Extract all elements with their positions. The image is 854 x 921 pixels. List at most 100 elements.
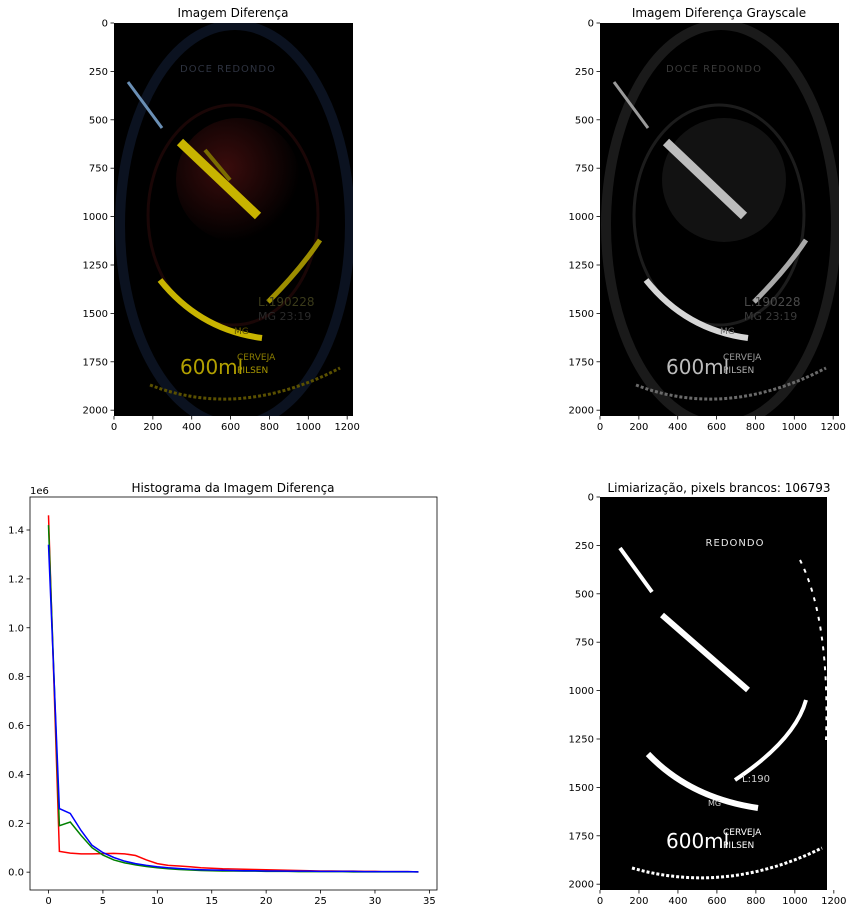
y-tick-label: 1500	[569, 783, 594, 794]
x-tick-label: 1200	[334, 422, 359, 433]
image-volume-text: 600ml	[180, 355, 243, 379]
x-tick-label: 400	[182, 422, 201, 433]
y-tick-label: 0.4	[8, 770, 24, 781]
y-tick-label: 0	[588, 19, 594, 30]
image-brand-text: PILSEN	[723, 366, 754, 376]
y-tick-label: 500	[575, 589, 594, 600]
diff-image: DOCE REDONDO L:190228 MG 23:19 MG 600ml …	[114, 23, 353, 416]
y-tick-label: 0.0	[8, 868, 24, 879]
image-brand-text: CERVEJA	[237, 353, 276, 363]
image-lot2-text: MG 23:19	[258, 310, 311, 323]
panel-grayscale: Imagem Diferença Grayscale DOCE REDONDO …	[569, 6, 846, 433]
image-code-text: MG	[234, 327, 249, 337]
series-line-2	[47, 544, 419, 873]
x-tick-label: 1000	[782, 422, 807, 433]
x-tick-label: 1200	[820, 422, 845, 433]
series-lines	[47, 515, 419, 873]
x-axis: 0 200 400 600 800 1000 1200	[597, 416, 846, 433]
x-tick-label: 600	[707, 422, 726, 433]
x-tick-label: 1000	[782, 896, 807, 907]
y-tick-label: 500	[575, 115, 594, 126]
image-brand-text: CERVEJA	[723, 828, 762, 838]
x-tick-label: 0	[597, 896, 603, 907]
y-tick-label: 750	[575, 638, 594, 649]
x-tick-label: 400	[668, 896, 687, 907]
x-tick-label: 600	[707, 896, 726, 907]
x-tick-label: 0	[597, 422, 603, 433]
y-tick-label: 0	[588, 493, 594, 504]
image-brand-text: CERVEJA	[723, 353, 762, 363]
panel-title: Limiarização, pixels brancos: 106793	[607, 481, 830, 495]
image-code-text: MG	[720, 327, 735, 337]
y-tick-label: 1.0	[8, 623, 24, 634]
x-tick-label: 0	[45, 896, 51, 907]
x-tick-label: 20	[260, 896, 273, 907]
image-lot2-text: MG 23:19	[744, 310, 797, 323]
x-tick-label: 400	[668, 422, 687, 433]
y-tick-label: 500	[89, 115, 108, 126]
grayscale-image: DOCE REDONDO L:190228 MG 23:19 MG 600ml …	[600, 23, 839, 416]
y-tick-label: 0.6	[8, 721, 24, 732]
plot-frame	[29, 496, 438, 891]
x-tick-label: 800	[746, 896, 765, 907]
x-axis: 0 5 10 15 20 25 30 35	[45, 890, 436, 907]
y-tick-label: 1000	[569, 212, 594, 223]
panel-histogram: Histograma da Imagem Diferença 1e6 0 5 10 1…	[8, 481, 438, 907]
panel-title: Imagem Diferença	[178, 6, 289, 20]
y-tick-label: 750	[575, 164, 594, 175]
y-tick-label: 1250	[569, 260, 594, 271]
panel-limiarizacao: Limiarização, pixels brancos: 106793 RED…	[569, 481, 847, 907]
x-tick-label: 0	[111, 422, 117, 433]
x-tick-label: 1000	[296, 422, 321, 433]
image-brand-text: PILSEN	[723, 841, 754, 851]
y-tick-label: 750	[89, 164, 108, 175]
image-lot-text: L:190228	[744, 295, 801, 309]
y-tick-label: 250	[89, 67, 108, 78]
x-tick-label: 5	[100, 896, 106, 907]
y-tick-label: 0	[102, 19, 108, 30]
image-lot-text: L:190228	[258, 295, 315, 309]
y-tick-label: 1000	[569, 686, 594, 697]
x-tick-label: 800	[260, 422, 279, 433]
x-tick-label: 35	[423, 896, 436, 907]
image-top-text: REDONDO	[706, 538, 765, 549]
x-tick-label: 15	[205, 896, 218, 907]
panel-title: Imagem Diferença Grayscale	[632, 6, 806, 20]
y-tick-label: 1500	[83, 309, 108, 320]
image-volume-text: 600ml	[666, 355, 729, 379]
panel-imagem-diferenca: Imagem Diferença DOCE REDONDO L:190228 M…	[83, 6, 360, 433]
image-top-text: DOCE REDONDO	[180, 64, 276, 75]
image-lot-text: L:190	[742, 774, 770, 785]
threshold-image: REDONDO L:190 MG 600ml CERVEJA PILSEN	[600, 497, 827, 890]
x-tick-label: 800	[746, 422, 765, 433]
y-tick-label: 1.4	[8, 525, 24, 536]
x-tick-label: 200	[143, 422, 162, 433]
y-tick-label: 2000	[569, 880, 594, 891]
chart-title: Histograma da Imagem Diferença	[131, 481, 334, 495]
y-tick-label: 0.2	[8, 819, 24, 830]
y-tick-label: 1250	[569, 734, 594, 745]
y-axis: 0 250 500 750 1000 1250 1500 1750 2000	[83, 19, 114, 417]
y-axis: 0 250 500 750 1000 1250 1500 1750 2000	[569, 493, 600, 891]
image-top-text: DOCE REDONDO	[666, 64, 762, 75]
x-tick-label: 1200	[821, 896, 846, 907]
x-axis: 0 200 400 600 800 1000 1200	[597, 890, 847, 907]
x-axis: 0 200 400 600 800 1000 1200	[111, 416, 360, 433]
y-tick-label: 1250	[83, 260, 108, 271]
y-tick-label: 2000	[83, 406, 108, 417]
y-axis: 0 250 500 750 1000 1250 1500 1750 2000	[569, 19, 600, 417]
x-tick-label: 25	[314, 896, 327, 907]
y-axis: 0.0 0.2 0.4 0.6 0.8 1.0 1.2 1.4	[8, 525, 30, 879]
x-tick-label: 200	[629, 896, 648, 907]
y-tick-label: 1500	[569, 309, 594, 320]
y-tick-label: 2000	[569, 406, 594, 417]
image-brand-text: PILSEN	[237, 366, 268, 376]
y-tick-label: 250	[575, 541, 594, 552]
y-tick-label: 250	[575, 67, 594, 78]
image-code-text: MG	[708, 799, 721, 808]
y-tick-label: 1.2	[8, 574, 24, 585]
x-tick-label: 30	[369, 896, 382, 907]
x-tick-label: 200	[629, 422, 648, 433]
image-volume-text: 600ml	[666, 829, 729, 853]
